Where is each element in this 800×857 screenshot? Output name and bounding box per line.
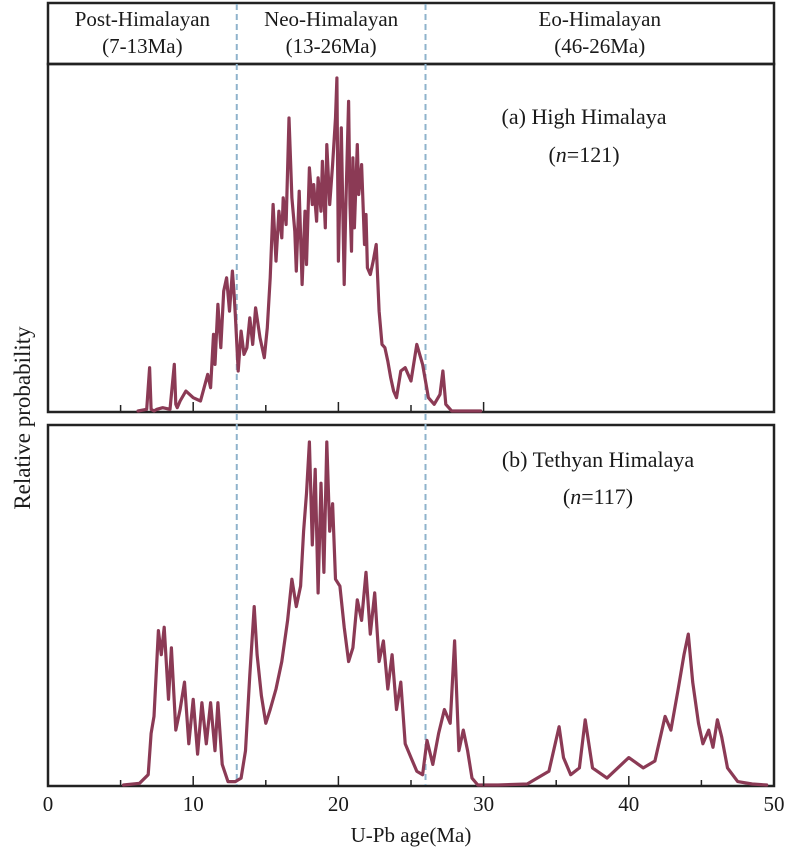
x-tick-label: 30 [473, 792, 494, 816]
period-range: (13-26Ma) [286, 34, 377, 58]
x-axis-title: U-Pb age(Ma) [351, 823, 472, 847]
x-tick-label: 10 [183, 792, 204, 816]
period-name: Neo-Himalayan [264, 7, 399, 31]
panel-sample-count: (n=121) [548, 142, 619, 167]
period-range: (7-13Ma) [102, 34, 182, 58]
x-tick-label: 50 [764, 792, 785, 816]
period-range: (46-26Ma) [554, 34, 645, 58]
panel-title: (a) High Himalaya [502, 104, 667, 129]
x-tick-label: 0 [43, 792, 54, 816]
panel-b-frame [46, 423, 776, 788]
x-tick-label: 40 [618, 792, 639, 816]
period-name: Eo-Himalayan [539, 7, 662, 31]
probability-curve [121, 440, 769, 787]
y-axis-title: Relative probability [10, 326, 35, 510]
period-name: Post-Himalayan [75, 7, 211, 31]
probability-curve [136, 76, 483, 413]
x-tick-label: 20 [328, 792, 349, 816]
panel-title: (b) Tethyan Himalaya [502, 447, 695, 472]
panel-sample-count: (n=117) [563, 484, 633, 509]
panel-a-frame [46, 62, 776, 414]
